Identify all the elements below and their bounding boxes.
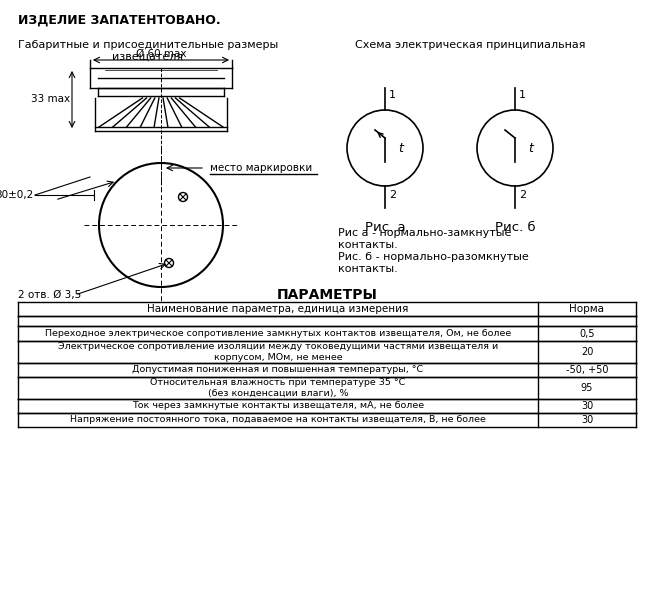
Text: Рис а - нормально-замкнутые
контакты.: Рис а - нормально-замкнутые контакты.: [338, 228, 511, 250]
Text: t: t: [528, 141, 533, 154]
Text: 1: 1: [519, 90, 526, 100]
Text: 2 отв. Ø 3,5: 2 отв. Ø 3,5: [18, 290, 81, 300]
Text: 30: 30: [581, 401, 593, 411]
Text: Ø 60 max: Ø 60 max: [136, 49, 186, 59]
Text: Ток через замкнутые контакты извещателя, мА, не более: Ток через замкнутые контакты извещателя,…: [132, 401, 424, 411]
Text: Схема электрическая принципиальная: Схема электрическая принципиальная: [354, 40, 585, 50]
Text: 30±0,2: 30±0,2: [0, 190, 33, 200]
Text: 2: 2: [519, 190, 526, 200]
Text: 95: 95: [581, 383, 593, 393]
Text: Рис. б - нормально-разомкнутые
контакты.: Рис. б - нормально-разомкнутые контакты.: [338, 252, 528, 274]
Text: 30: 30: [581, 415, 593, 425]
Text: 20: 20: [581, 347, 593, 357]
Text: Относительная влажность при температуре 35 °C
(без конденсации влаги), %: Относительная влажность при температуре …: [150, 378, 405, 398]
Text: Переходное электрическое сопротивление замкнутых контактов извещателя, Ом, не бо: Переходное электрическое сопротивление з…: [45, 329, 511, 338]
Text: 33 max: 33 max: [31, 94, 70, 105]
Text: ИЗДЕЛИЕ ЗАПАТЕНТОВАНО.: ИЗДЕЛИЕ ЗАПАТЕНТОВАНО.: [18, 14, 220, 27]
Text: 1: 1: [389, 90, 396, 100]
Text: Допустимая пониженная и повышенная температуры, °C: Допустимая пониженная и повышенная темпе…: [133, 365, 424, 375]
Text: место маркировки: место маркировки: [210, 163, 312, 173]
Text: Рис. а: Рис. а: [365, 221, 405, 234]
Text: 0,5: 0,5: [579, 329, 594, 338]
Text: Электрическое сопротивление изоляции между токоведущими частями извещателя и
кор: Электрическое сопротивление изоляции меж…: [58, 342, 498, 362]
Text: 2: 2: [389, 190, 396, 200]
Text: Норма: Норма: [570, 304, 604, 314]
Text: Габаритные и присоединительные размеры
извещателя: Габаритные и присоединительные размеры и…: [18, 40, 278, 62]
Text: ПАРАМЕТРЫ: ПАРАМЕТРЫ: [277, 288, 377, 302]
Text: Наименование параметра, единица измерения: Наименование параметра, единица измерени…: [147, 304, 409, 314]
Text: -50, +50: -50, +50: [566, 365, 608, 375]
Text: Рис. б: Рис. б: [494, 221, 536, 234]
Text: t: t: [398, 141, 403, 154]
Text: Напряжение постоянного тока, подаваемое на контакты извещателя, В, не более: Напряжение постоянного тока, подаваемое …: [70, 416, 486, 425]
